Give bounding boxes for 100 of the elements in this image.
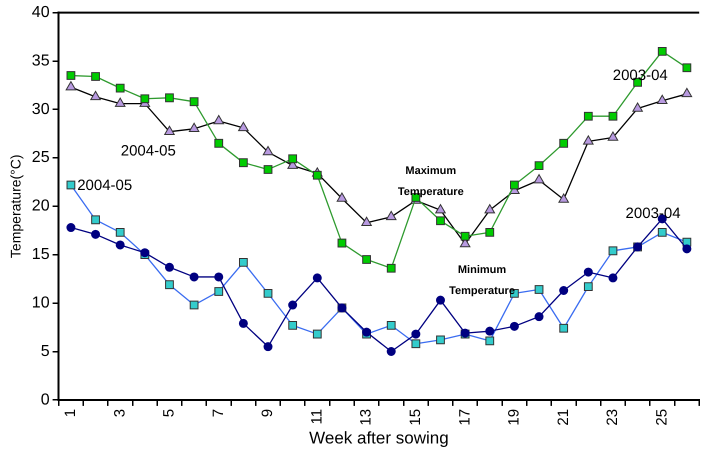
point (362, 255, 371, 264)
y-tick-label: 15 (32, 246, 50, 264)
point (682, 244, 692, 254)
point (361, 216, 372, 226)
point (608, 246, 618, 256)
point (510, 322, 519, 331)
point (632, 102, 643, 112)
point (90, 90, 101, 100)
annotation: 2004-05 (120, 142, 176, 160)
point (658, 46, 667, 56)
y-axis-title: Temperature(°C) (7, 154, 24, 258)
point (264, 342, 273, 352)
point (190, 272, 199, 282)
point (386, 210, 396, 220)
point (288, 300, 298, 310)
point (386, 347, 396, 356)
y-tick-label: 20 (32, 198, 50, 215)
point (460, 232, 470, 241)
x-tick-label: 21 (554, 408, 572, 426)
point (165, 93, 174, 102)
point (436, 335, 445, 344)
y-tick-label: 30 (32, 100, 50, 118)
point (288, 154, 298, 164)
x-tick-label: 3 (111, 408, 128, 418)
x-tick-label: 17 (456, 408, 474, 426)
point (238, 122, 249, 132)
point (608, 112, 618, 121)
point (534, 312, 544, 322)
x-tick-label: 7 (210, 408, 227, 418)
point (264, 165, 272, 174)
point (584, 268, 593, 277)
point (682, 63, 692, 72)
point (66, 223, 76, 232)
x-tick-label: 9 (259, 408, 276, 418)
y-tick-label: 10 (32, 294, 50, 312)
point (264, 289, 272, 298)
point (66, 71, 76, 80)
annotation: 2004-05 (77, 176, 132, 194)
y-tick-label: 0 (40, 391, 50, 408)
point (682, 88, 692, 98)
point (116, 84, 125, 93)
point (312, 273, 322, 282)
y-tick-label: 5 (40, 342, 50, 360)
point (584, 112, 593, 121)
point (214, 287, 224, 296)
point (658, 228, 667, 237)
point (583, 135, 594, 145)
point (238, 318, 248, 328)
point (485, 326, 494, 336)
point (214, 272, 224, 282)
point (312, 330, 322, 338)
point (411, 339, 420, 348)
point (485, 228, 494, 237)
x-tick-label: 5 (160, 408, 178, 418)
point (190, 300, 198, 310)
point (238, 258, 248, 267)
point (608, 273, 618, 282)
point (188, 122, 200, 132)
point (534, 161, 544, 170)
point (558, 193, 569, 203)
point (288, 320, 298, 330)
point (116, 240, 125, 250)
x-tick-label: 15 (406, 408, 424, 426)
point (262, 146, 274, 156)
point (116, 228, 125, 237)
point (510, 180, 519, 190)
point (114, 98, 126, 107)
point (190, 97, 198, 106)
annotation: Maximum Temperature (398, 165, 464, 198)
point (336, 192, 348, 202)
point (164, 262, 174, 272)
point (91, 230, 100, 239)
x-tick-label: 23 (604, 408, 622, 426)
point (91, 72, 100, 81)
point (238, 158, 248, 168)
point (485, 336, 494, 346)
point (656, 94, 668, 104)
point (484, 204, 496, 214)
x-tick-label: 11 (308, 408, 326, 424)
point (559, 286, 568, 295)
point (338, 238, 346, 248)
point (164, 126, 175, 135)
point (534, 174, 544, 184)
y-tick-label: 25 (32, 149, 50, 166)
point (66, 180, 76, 190)
point (436, 216, 445, 226)
point (213, 115, 224, 124)
x-tick-label: 25 (653, 408, 670, 426)
x-axis-title: Week after sowing (309, 428, 449, 448)
point (386, 320, 396, 330)
point (66, 81, 76, 90)
point (534, 285, 544, 294)
y-tick-label: 40 (32, 4, 50, 22)
point (411, 330, 420, 339)
annotation: 2003-04 (626, 205, 681, 222)
point (559, 138, 568, 148)
y-tick-label: 35 (32, 52, 50, 70)
point (140, 94, 150, 104)
x-tick-label: 1 (62, 408, 80, 418)
point (435, 204, 446, 214)
